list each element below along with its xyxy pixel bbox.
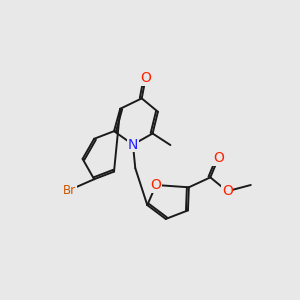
- Text: N: N: [128, 138, 138, 152]
- Text: O: O: [222, 184, 232, 198]
- Text: O: O: [213, 151, 224, 165]
- Text: O: O: [151, 178, 161, 192]
- Text: Br: Br: [63, 184, 76, 196]
- Text: O: O: [140, 71, 151, 85]
